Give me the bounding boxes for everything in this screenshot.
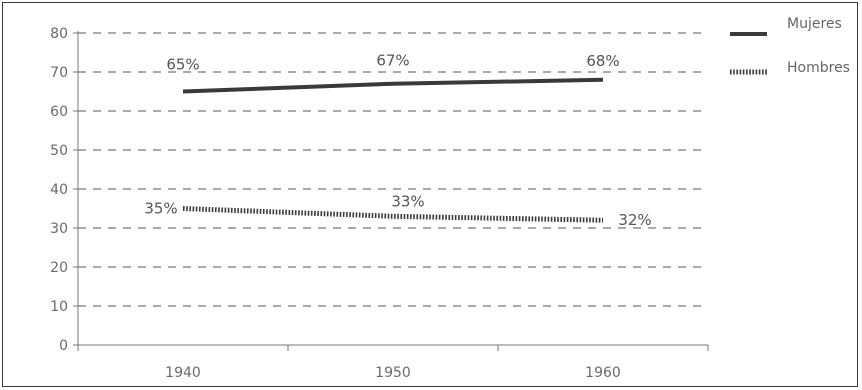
y-tick-label-20: 20 bbox=[50, 260, 68, 276]
x-tick-label-1950: 1950 bbox=[375, 365, 411, 381]
legend: Mujeres Hombres bbox=[730, 16, 850, 76]
data-label-mujeres-1940: 65% bbox=[166, 56, 199, 74]
y-tick-label-10: 10 bbox=[50, 299, 68, 315]
x-tick-label-1960: 1960 bbox=[585, 365, 621, 381]
y-tick-label-40: 40 bbox=[50, 182, 68, 198]
data-label-mujeres-1960: 68% bbox=[586, 52, 619, 70]
data-label-hombres-1960: 32% bbox=[618, 211, 651, 229]
y-tick-label-30: 30 bbox=[50, 221, 68, 237]
data-label-mujeres-1950: 67% bbox=[376, 52, 409, 70]
y-tick-label-50: 50 bbox=[50, 143, 68, 159]
series-line-hombres bbox=[182, 206, 604, 223]
grid-lines bbox=[78, 32, 708, 307]
data-label-hombres-1940: 35% bbox=[144, 200, 177, 218]
x-tick-label-1940: 1940 bbox=[165, 365, 201, 381]
y-tick-label-80: 80 bbox=[50, 26, 68, 42]
data-label-hombres-1950: 33% bbox=[391, 192, 424, 210]
x-axis-ticks: 1940 1950 1960 bbox=[77, 345, 709, 381]
y-axis-ticks: 0 10 20 30 40 50 60 70 80 bbox=[50, 26, 78, 354]
y-tick-label-60: 60 bbox=[50, 104, 68, 120]
series-lines bbox=[182, 77, 604, 223]
series-line-mujeres bbox=[182, 77, 604, 94]
data-labels: 65% 67% 68% 35% 33% 32% bbox=[144, 52, 651, 230]
y-tick-label-0: 0 bbox=[59, 338, 68, 354]
legend-label-mujeres: Mujeres bbox=[787, 16, 842, 32]
axes bbox=[77, 31, 708, 346]
legend-label-hombres: Hombres bbox=[787, 60, 850, 76]
y-tick-label-70: 70 bbox=[50, 65, 68, 81]
